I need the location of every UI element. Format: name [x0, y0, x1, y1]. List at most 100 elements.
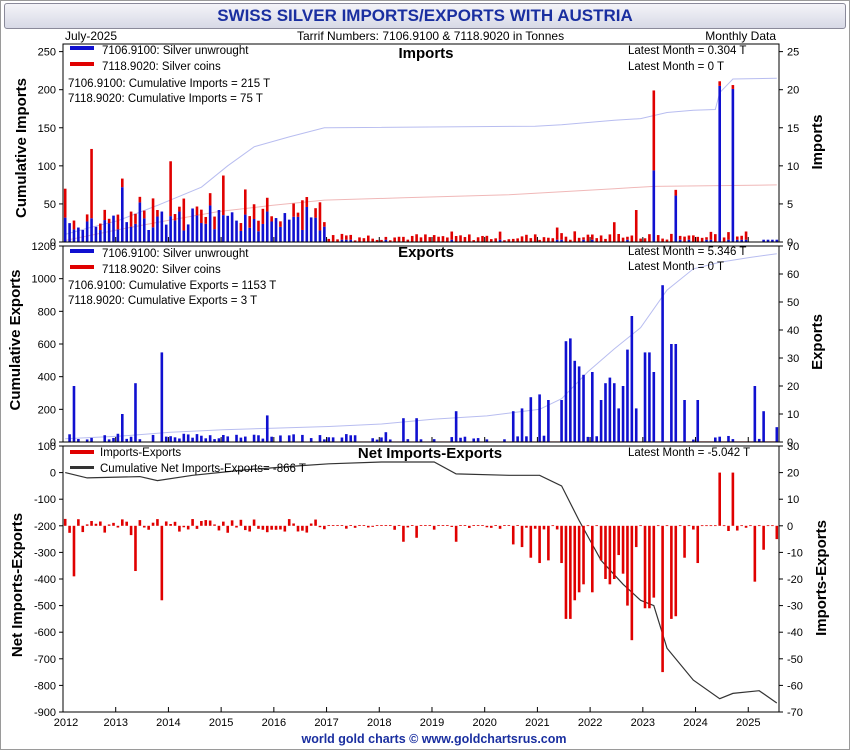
net-bar [169, 524, 172, 526]
exports-bar-unwrought [323, 439, 326, 442]
net-bar [121, 519, 124, 526]
net-bar [257, 525, 260, 529]
imports-bar-coins [683, 236, 686, 242]
imports-bar-coins [336, 239, 339, 242]
exports-bar-unwrought [617, 408, 620, 442]
imports-bar-unwrought [591, 239, 594, 242]
ytick-label-left-0: 250 [38, 47, 56, 59]
ytick-label-right-1: 60 [787, 269, 799, 281]
net-bar [270, 525, 273, 530]
imports-bar-coins [375, 239, 379, 242]
imports-bar-coins [156, 210, 159, 217]
ytick-label-right-2: 10 [787, 494, 799, 506]
imports-bar-unwrought [257, 231, 260, 242]
exports-bar-unwrought [191, 437, 194, 442]
exports-bar-unwrought [577, 366, 581, 442]
net-bar [138, 520, 142, 526]
imports-bar-unwrought [560, 239, 563, 242]
net-bar [375, 525, 379, 526]
exports-bar-unwrought [621, 386, 625, 442]
exports-bar-unwrought [279, 435, 282, 442]
exports-bar-unwrought [463, 436, 467, 442]
net-bar [608, 525, 612, 585]
imports-bar-coins [173, 214, 177, 221]
imports-bar-unwrought [626, 239, 629, 242]
imports-bar-coins [529, 238, 533, 242]
exports-bar-unwrought [560, 400, 563, 442]
net-bar [406, 525, 410, 528]
imports-bar-coins [459, 235, 462, 242]
net-bar [388, 525, 392, 526]
imports-bar-unwrought [160, 211, 164, 242]
xtick-label: 2012 [54, 717, 78, 729]
imports-cumulative-unwrought-line [65, 77, 777, 235]
imports-bar-coins [678, 235, 682, 240]
tariff-label: Tarrif Numbers: 7106.9100 & 7118.9020 in… [297, 29, 564, 43]
imports-bar-unwrought [125, 222, 128, 242]
xtick-label: 2019 [420, 717, 444, 729]
net-bar [226, 525, 230, 533]
exports-bar-unwrought [222, 434, 225, 442]
imports-bar-coins [744, 231, 748, 240]
net-bar [520, 525, 524, 548]
net-bar [265, 525, 269, 533]
imports-bar-coins [252, 204, 256, 219]
exports-bar-unwrought [520, 408, 524, 442]
imports-bar-unwrought [274, 218, 278, 242]
exports-bar-unwrought [762, 411, 765, 442]
net-bar [626, 525, 629, 606]
imports-bar-unwrought [340, 239, 344, 242]
ytick-label-left-1: 200 [38, 404, 56, 416]
net-bar [410, 525, 414, 526]
net-bar [503, 525, 506, 526]
exports-bar-unwrought [718, 436, 721, 442]
net-bar [634, 525, 638, 548]
ytick-label-left-1: 800 [38, 306, 56, 318]
ytick-label-left-0: 200 [38, 85, 56, 97]
ytick-label-right-2: -50 [787, 654, 803, 666]
exports-bar-unwrought [121, 414, 124, 442]
imports-bar-coins [85, 214, 89, 222]
exports-bar-unwrought [683, 400, 686, 442]
exports-bar-unwrought [226, 436, 230, 442]
imports-bar-unwrought [200, 223, 203, 242]
ytick-label-right-0: 15 [787, 123, 799, 135]
imports-bar-unwrought [103, 220, 107, 242]
imports-bar-unwrought [77, 227, 80, 242]
imports-bar-unwrought [173, 220, 177, 242]
exports-bar-unwrought [239, 437, 243, 442]
exports-bar-unwrought [265, 415, 269, 442]
imports-bar-unwrought [72, 229, 76, 242]
net-bar [612, 525, 616, 579]
ytick-label-left-2: -900 [34, 707, 56, 719]
plot-area-0 [63, 44, 779, 242]
exports-bar-unwrought [591, 372, 594, 442]
plot-border-0 [62, 43, 780, 243]
xtick-label: 2015 [209, 717, 233, 729]
exports-latest-coins: Latest Month = 0 T [628, 261, 724, 273]
imports-bar-unwrought [301, 229, 304, 242]
exports-bar-unwrought [564, 341, 568, 442]
net-bar [103, 525, 107, 533]
imports-bar-coins [700, 237, 704, 242]
exports-bar-unwrought [406, 439, 410, 442]
xtick-label: 2013 [103, 717, 127, 729]
imports-bar-coins [621, 237, 625, 242]
imports-bar-coins [239, 223, 243, 231]
plot-area-2 [63, 446, 779, 712]
imports-bar-unwrought [498, 239, 502, 242]
exports-bar-unwrought [525, 436, 528, 442]
ytick-label-right-1: 10 [787, 409, 799, 421]
imports-ylabel-left: Cumulative Imports [13, 78, 30, 218]
imports-bar-coins [525, 234, 528, 242]
net-bar [305, 525, 309, 533]
exports-bar-unwrought [630, 316, 634, 442]
net-bar [314, 519, 317, 526]
imports-bar-coins [204, 216, 208, 224]
net-bar [591, 525, 594, 593]
exports-bar-unwrought [327, 437, 331, 442]
imports-bar-coins [388, 240, 392, 242]
imports-bar-coins [560, 233, 563, 240]
net-bar [340, 525, 344, 526]
exports-bar-unwrought [235, 434, 238, 442]
